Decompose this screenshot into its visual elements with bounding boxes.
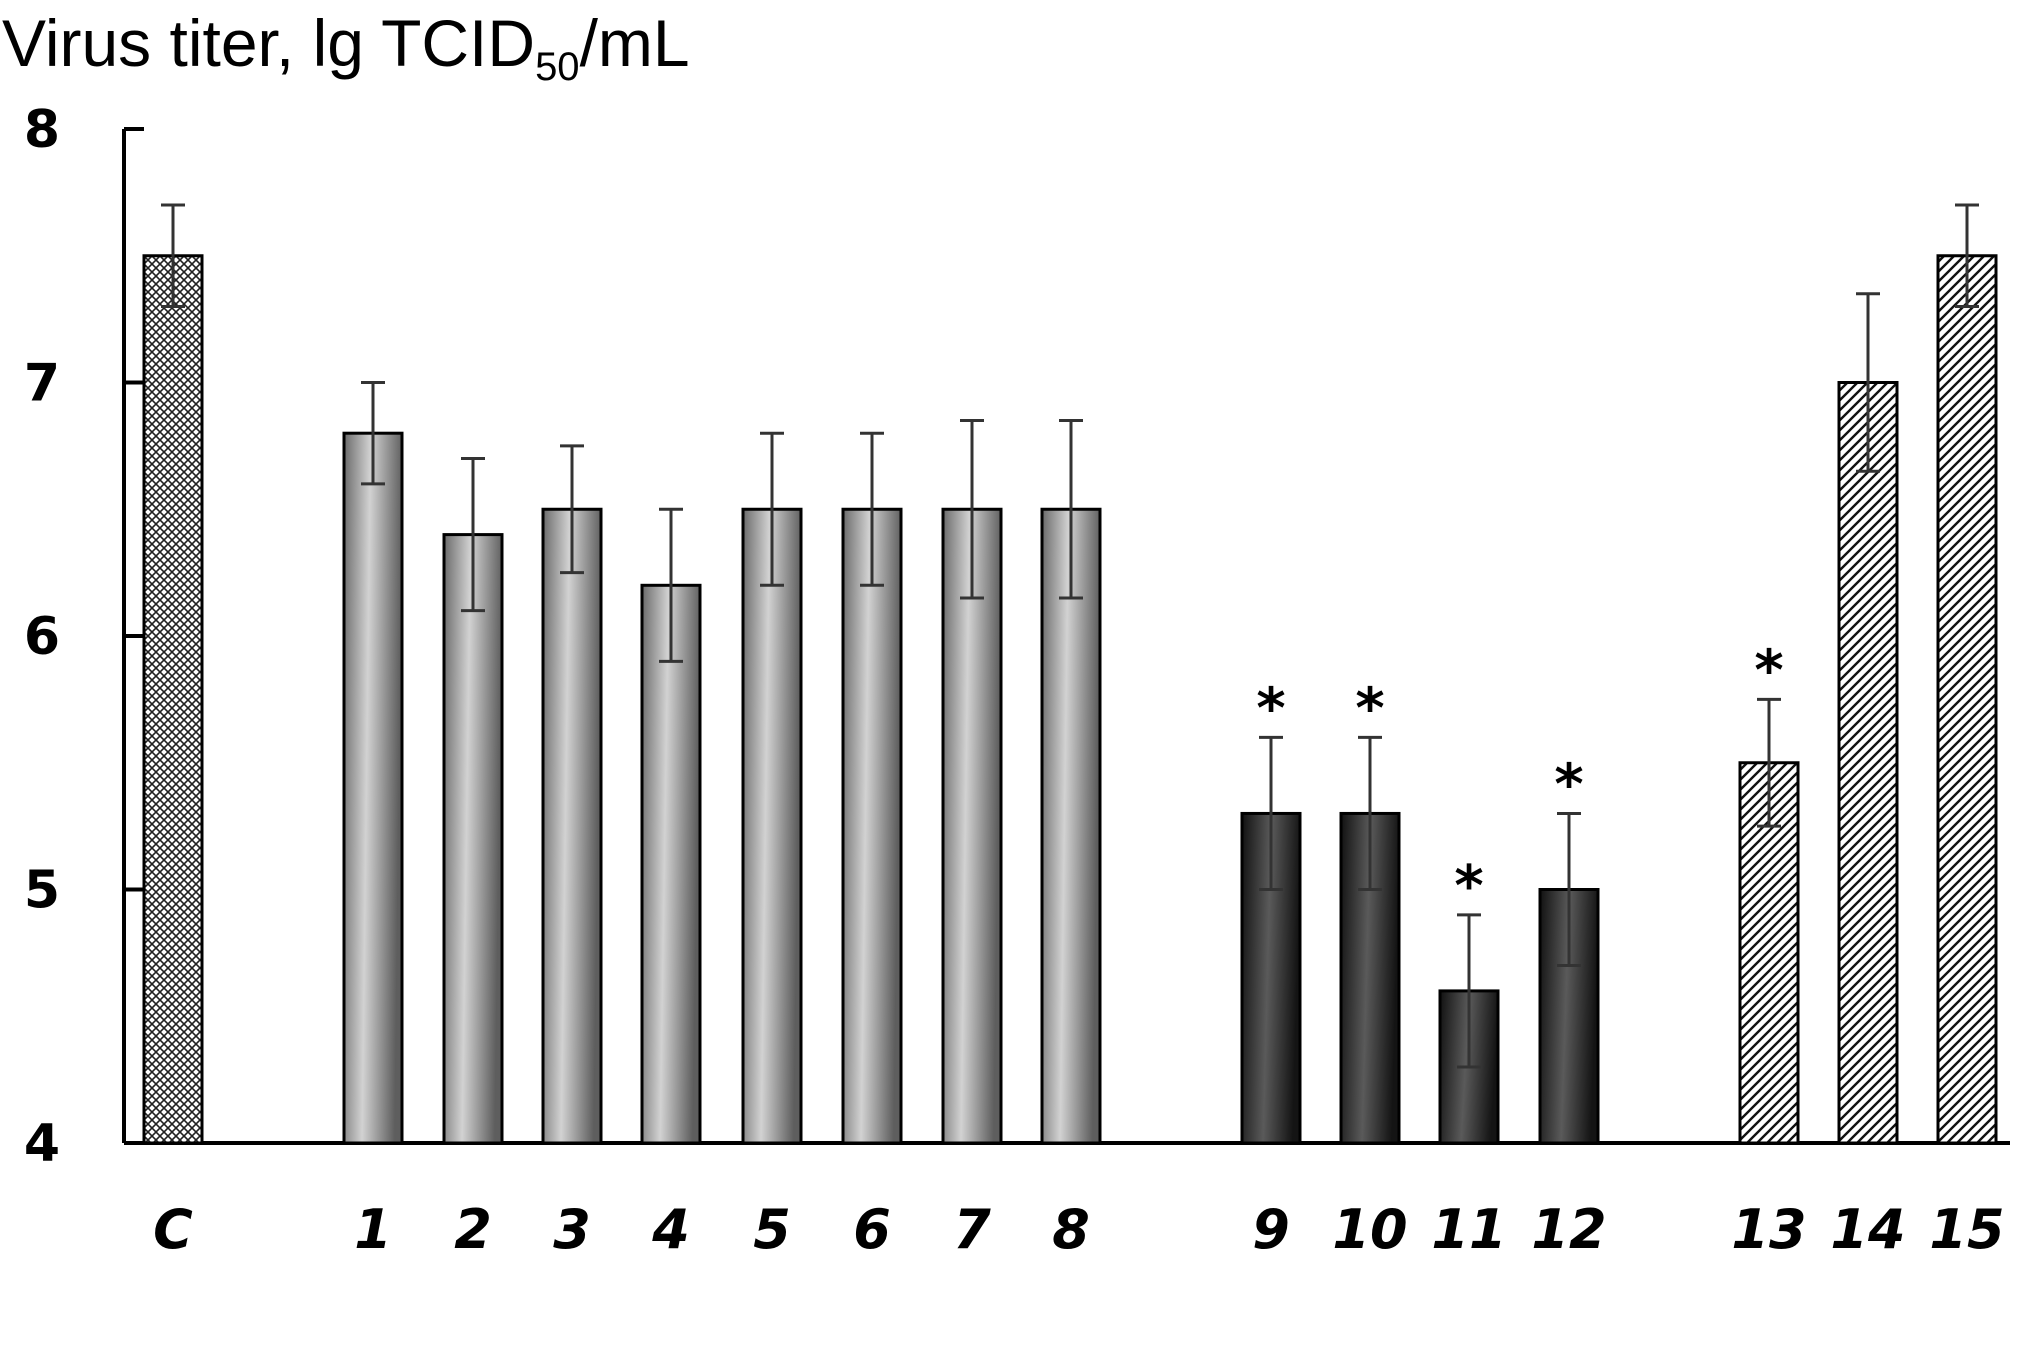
x-tick-label-1: 1 — [354, 1198, 392, 1261]
x-tick-labels: C 1 2 3 4 5 6 7 8 9 10 11 12 13 14 15 — [153, 1198, 2004, 1261]
bar-3 — [541, 507, 603, 1145]
bar-7 — [941, 507, 1003, 1145]
y-tick-label: 4 — [24, 1114, 60, 1174]
x-tick-label-7: 7 — [953, 1198, 991, 1261]
x-tick-label-13: 13 — [1731, 1198, 1806, 1261]
y-axis-label-main: Virus titer, lg TCID — [2, 6, 535, 80]
significance-marker-13: * — [1754, 638, 1783, 703]
bar-6 — [841, 507, 903, 1145]
x-tick-label-6: 6 — [853, 1198, 891, 1261]
y-tick-labels: 8 7 6 5 4 — [24, 100, 60, 1174]
x-tick-label-14: 14 — [1830, 1198, 1905, 1261]
bar-1 — [342, 431, 404, 1145]
x-tick-label-2: 2 — [454, 1198, 492, 1261]
x-tick-label-15: 15 — [1929, 1198, 2004, 1261]
x-tick-label-12: 12 — [1531, 1198, 1606, 1261]
x-tick-label-5: 5 — [753, 1198, 791, 1261]
y-axis-label: Virus titer, lg TCID50/mL — [2, 6, 690, 89]
significance-marker-9: * — [1256, 676, 1285, 741]
y-tick-label: 7 — [24, 354, 60, 414]
x-tick-label-11: 11 — [1431, 1198, 1506, 1261]
bar-4 — [640, 583, 702, 1145]
bar-8 — [1040, 507, 1102, 1145]
bar-5 — [741, 507, 803, 1145]
x-tick-label-C: C — [153, 1198, 193, 1261]
y-axis-label-unit: /mL — [580, 6, 690, 80]
error-bars — [161, 203, 1979, 1069]
x-tick-label-4: 4 — [651, 1198, 690, 1261]
bar-2 — [442, 533, 504, 1145]
significance-marker-12: * — [1554, 752, 1583, 817]
significance-marker-10: * — [1355, 676, 1384, 741]
y-tick-label: 5 — [24, 861, 60, 921]
significance-markers: * * * * * — [1256, 638, 1783, 918]
bar-14 — [1837, 381, 1899, 1145]
bar-15 — [1936, 254, 1998, 1145]
y-tick-label: 8 — [24, 100, 60, 160]
bars — [142, 254, 1998, 1145]
significance-marker-11: * — [1454, 854, 1483, 919]
x-tick-label-9: 9 — [1252, 1198, 1290, 1261]
x-tick-label-8: 8 — [1052, 1198, 1090, 1261]
bar-C — [142, 254, 204, 1145]
y-axis-label-subscript: 50 — [535, 45, 580, 89]
x-tick-label-10: 10 — [1332, 1198, 1407, 1261]
x-tick-label-3: 3 — [553, 1198, 591, 1261]
y-tick-label: 6 — [24, 607, 60, 667]
